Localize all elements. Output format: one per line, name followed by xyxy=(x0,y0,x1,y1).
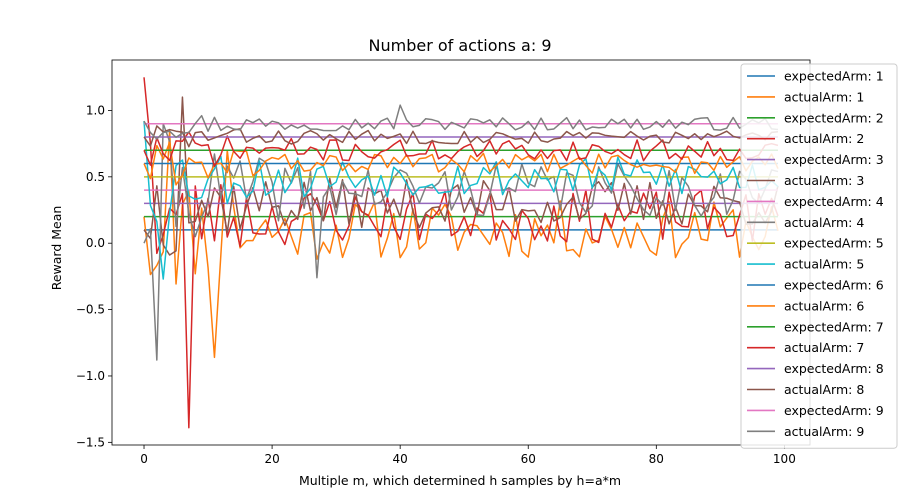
legend-entry: expectedArm: 3 xyxy=(784,152,884,167)
y-tick-label: 0.5 xyxy=(86,170,105,184)
x-tick-label: 100 xyxy=(773,452,796,466)
legend-entry: actualArm: 4 xyxy=(784,215,864,230)
series-line xyxy=(143,121,779,280)
legend-entry: actualArm: 5 xyxy=(784,257,864,272)
legend-entry: actualArm: 1 xyxy=(784,89,864,104)
x-tick-label: 60 xyxy=(521,452,536,466)
x-tick-label: 80 xyxy=(649,452,664,466)
series-line xyxy=(143,141,779,186)
series-line xyxy=(143,131,779,168)
legend-entry: expectedArm: 8 xyxy=(784,361,884,376)
legend-box xyxy=(740,63,898,449)
legend-entry: actualArm: 8 xyxy=(784,382,864,397)
legend: expectedArm: 1 actualArm: 1 expectedArm: 2… xyxy=(740,63,898,449)
legend-entry: expectedArm: 7 xyxy=(784,319,884,334)
legend-entry: actualArm: 2 xyxy=(784,131,864,146)
series-line xyxy=(143,125,779,148)
axis-ticks: 0 20 40 60 80 100 −1.5 −1.0 −0.5 0.0 0.5 1.0 xyxy=(76,103,796,466)
series-line xyxy=(143,96,779,256)
legend-entry: actualArm: 6 xyxy=(784,298,864,313)
legend-entry: expectedArm: 5 xyxy=(784,236,884,251)
y-axis-label: Reward Mean xyxy=(49,206,64,291)
y-tick-label: 1.0 xyxy=(86,103,105,117)
series-line xyxy=(143,77,779,429)
y-tick-label: −0.5 xyxy=(76,303,105,317)
plot-area xyxy=(143,77,779,429)
legend-entry: actualArm: 7 xyxy=(784,340,864,355)
legend-entry: expectedArm: 4 xyxy=(784,194,884,209)
x-tick-label: 0 xyxy=(140,452,148,466)
chart-title: Number of actions a: 9 xyxy=(369,36,552,55)
x-axis-label: Multiple m, which determined h samples b… xyxy=(299,473,621,488)
series-line xyxy=(143,104,779,140)
y-tick-label: 0.0 xyxy=(86,236,105,250)
x-tick-label: 20 xyxy=(264,452,279,466)
series-line xyxy=(143,129,779,359)
legend-entry: expectedArm: 1 xyxy=(784,69,884,84)
x-tick-label: 40 xyxy=(393,452,408,466)
legend-entry: actualArm: 9 xyxy=(784,424,864,439)
legend-entry: expectedArm: 2 xyxy=(784,110,884,125)
series-line xyxy=(143,123,779,361)
y-tick-label: −1.5 xyxy=(76,435,105,449)
legend-entry: actualArm: 3 xyxy=(784,173,864,188)
y-tick-label: −1.0 xyxy=(76,369,105,383)
legend-entry: expectedArm: 9 xyxy=(784,403,884,418)
legend-entry: expectedArm: 6 xyxy=(784,278,884,293)
